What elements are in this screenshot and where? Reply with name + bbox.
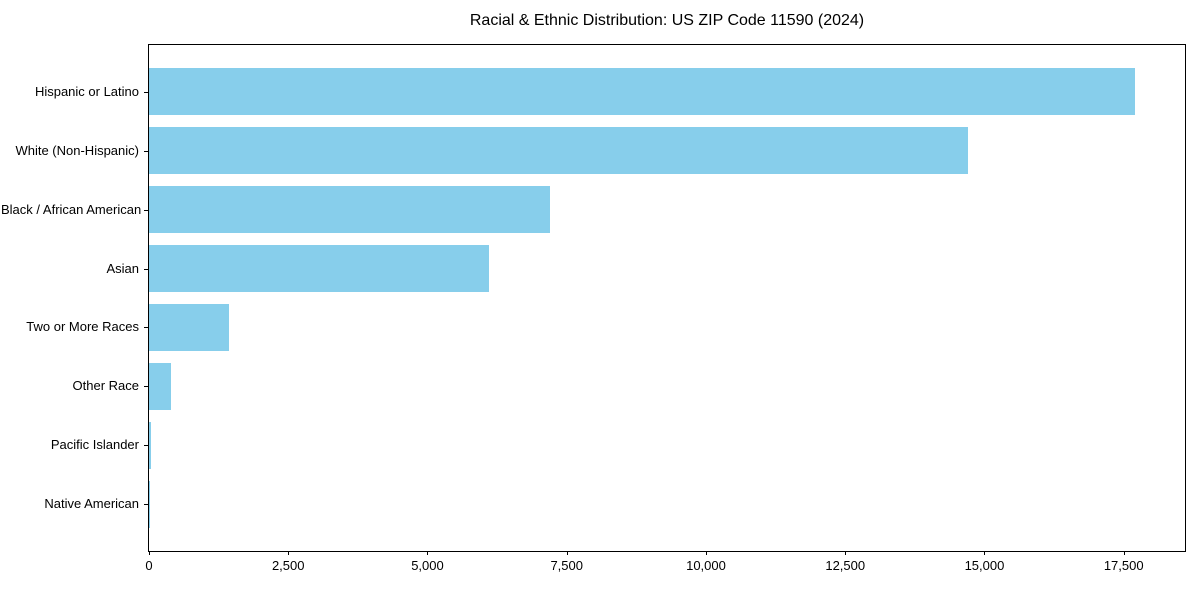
x-tick-mark (149, 551, 150, 555)
y-tick-mark (144, 504, 148, 506)
x-axis-tick-label: 7,500 (550, 558, 583, 573)
x-tick-mark (1123, 551, 1125, 555)
y-axis-label: Asian (106, 260, 139, 276)
bar-hispanic-or-latino (149, 68, 1135, 116)
y-tick-mark (144, 268, 148, 270)
y-tick-mark (144, 150, 148, 152)
y-tick-mark (144, 91, 148, 93)
y-tick-mark (144, 327, 148, 329)
x-axis-tick-label: 17,500 (1103, 558, 1144, 573)
y-axis-label: White (Non-Hispanic) (15, 142, 139, 158)
x-axis-tick-label: 12,500 (825, 558, 866, 573)
x-tick-mark (984, 551, 986, 555)
y-axis-label: Black / African American (1, 201, 142, 217)
y-tick-mark (144, 209, 148, 211)
bar-pacific-islander (149, 421, 151, 470)
y-tick-mark (144, 445, 148, 447)
y-tick-mark (144, 386, 148, 388)
x-axis-tick-label: 2,500 (271, 558, 305, 573)
y-axis-label: Two or More Races (26, 319, 139, 335)
x-tick-mark (427, 551, 429, 555)
bar-asian (149, 244, 489, 293)
x-axis-tick-label: 0 (145, 558, 153, 573)
x-tick-mark (288, 551, 290, 555)
bar-black-african-american (149, 185, 551, 234)
bar-white-non-hispanic (149, 126, 968, 175)
y-axis-label: Other Race (72, 378, 139, 394)
y-axis-label: Pacific Islander (50, 437, 139, 453)
bar-native-american (149, 480, 150, 528)
x-axis-tick-label: 15,000 (964, 558, 1005, 573)
x-axis-tick-label: 10,000 (686, 558, 726, 573)
y-axis-label: Hispanic or Latino (34, 83, 139, 99)
x-tick-mark (566, 551, 568, 555)
x-tick-mark (705, 551, 707, 555)
chart-title: Racial & Ethnic Distribution: US ZIP Cod… (469, 12, 865, 29)
bar-other-race (149, 362, 172, 411)
x-tick-mark (845, 551, 847, 555)
x-axis-tick-label: 5,000 (411, 558, 444, 573)
bar-two-or-more-races (149, 303, 229, 352)
plot-area: Hispanic or Latino White (Non-Hispanic) Bl… (1, 44, 1186, 573)
y-axis-label: Native American (44, 496, 139, 512)
